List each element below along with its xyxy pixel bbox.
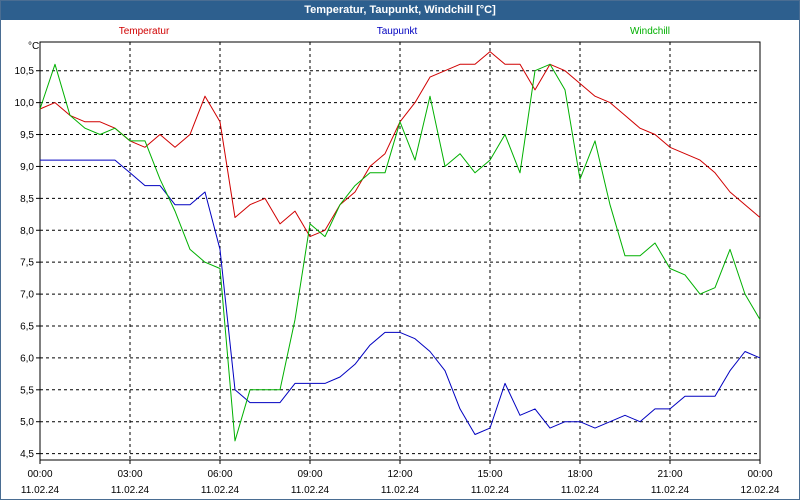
x-tick-time-label: 12:00 (387, 469, 412, 480)
x-tick-time-label: 00:00 (747, 469, 772, 480)
x-tick-date-label: 11.02.24 (21, 485, 60, 496)
x-tick-time-label: 15:00 (477, 469, 502, 480)
x-tick-time-label: 06:00 (207, 469, 232, 480)
y-tick-label: 8,5 (20, 194, 34, 205)
x-tick-date-label: 11.02.24 (291, 485, 330, 496)
y-tick-label: 6,5 (20, 321, 34, 332)
y-tick-label: 4,5 (20, 449, 34, 460)
x-tick-date-label: 11.02.24 (471, 485, 510, 496)
x-axis: 00:00 11.02.24 03:00 11.02.24 06:00 11.02.24 0… (21, 460, 780, 496)
series-line-windchill (39, 63, 761, 442)
chart-title: Temperatur, Taupunkt, Windchill [°C] (1, 1, 799, 20)
y-tick-label: 5,5 (20, 385, 34, 396)
legend-entry-windchill: Windchill (630, 26, 670, 37)
y-tick-label: 7,0 (20, 290, 34, 301)
y-tick-label: 10,5 (15, 66, 35, 77)
x-tick-time-label: 00:00 (27, 469, 52, 480)
y-tick-label: 10,0 (15, 98, 35, 109)
x-tick-date-label: 11.02.24 (561, 485, 600, 496)
x-tick-date-label: 11.02.24 (381, 485, 420, 496)
y-tick-label: 5,0 (20, 417, 34, 428)
x-tick-time-label: 09:00 (297, 469, 322, 480)
x-tick-time-label: 03:00 (117, 469, 142, 480)
y-axis-unit-label: °C (28, 41, 39, 52)
x-tick-date-label: 11.02.24 (651, 485, 690, 496)
legend-entry-taupunkt: Taupunkt (377, 26, 418, 37)
legend-entry-temperatur: Temperatur (119, 26, 170, 37)
y-tick-label: 7,5 (20, 258, 34, 269)
y-axis: 4,5 5,0 5,5 6,0 6,5 7,0 7,5 8,0 8,5 9,0 9,5 10,0 10,… (15, 66, 40, 460)
y-tick-label: 9,5 (20, 130, 34, 141)
x-tick-date-label: 11.02.24 (111, 485, 150, 496)
grid-lines (40, 42, 760, 460)
series-line-taupunkt (40, 159, 761, 435)
y-tick-label: 6,0 (20, 353, 34, 364)
series-lines (39, 51, 761, 442)
x-tick-date-label: 11.02.24 (201, 485, 240, 496)
y-tick-label: 9,0 (20, 162, 34, 173)
x-tick-time-label: 18:00 (567, 469, 592, 480)
x-tick-date-label: 12.02.24 (741, 485, 780, 496)
legend: Temperatur Taupunkt Windchill (119, 26, 670, 37)
x-tick-time-label: 21:00 (657, 469, 682, 480)
y-tick-label: 8,0 (20, 226, 34, 237)
